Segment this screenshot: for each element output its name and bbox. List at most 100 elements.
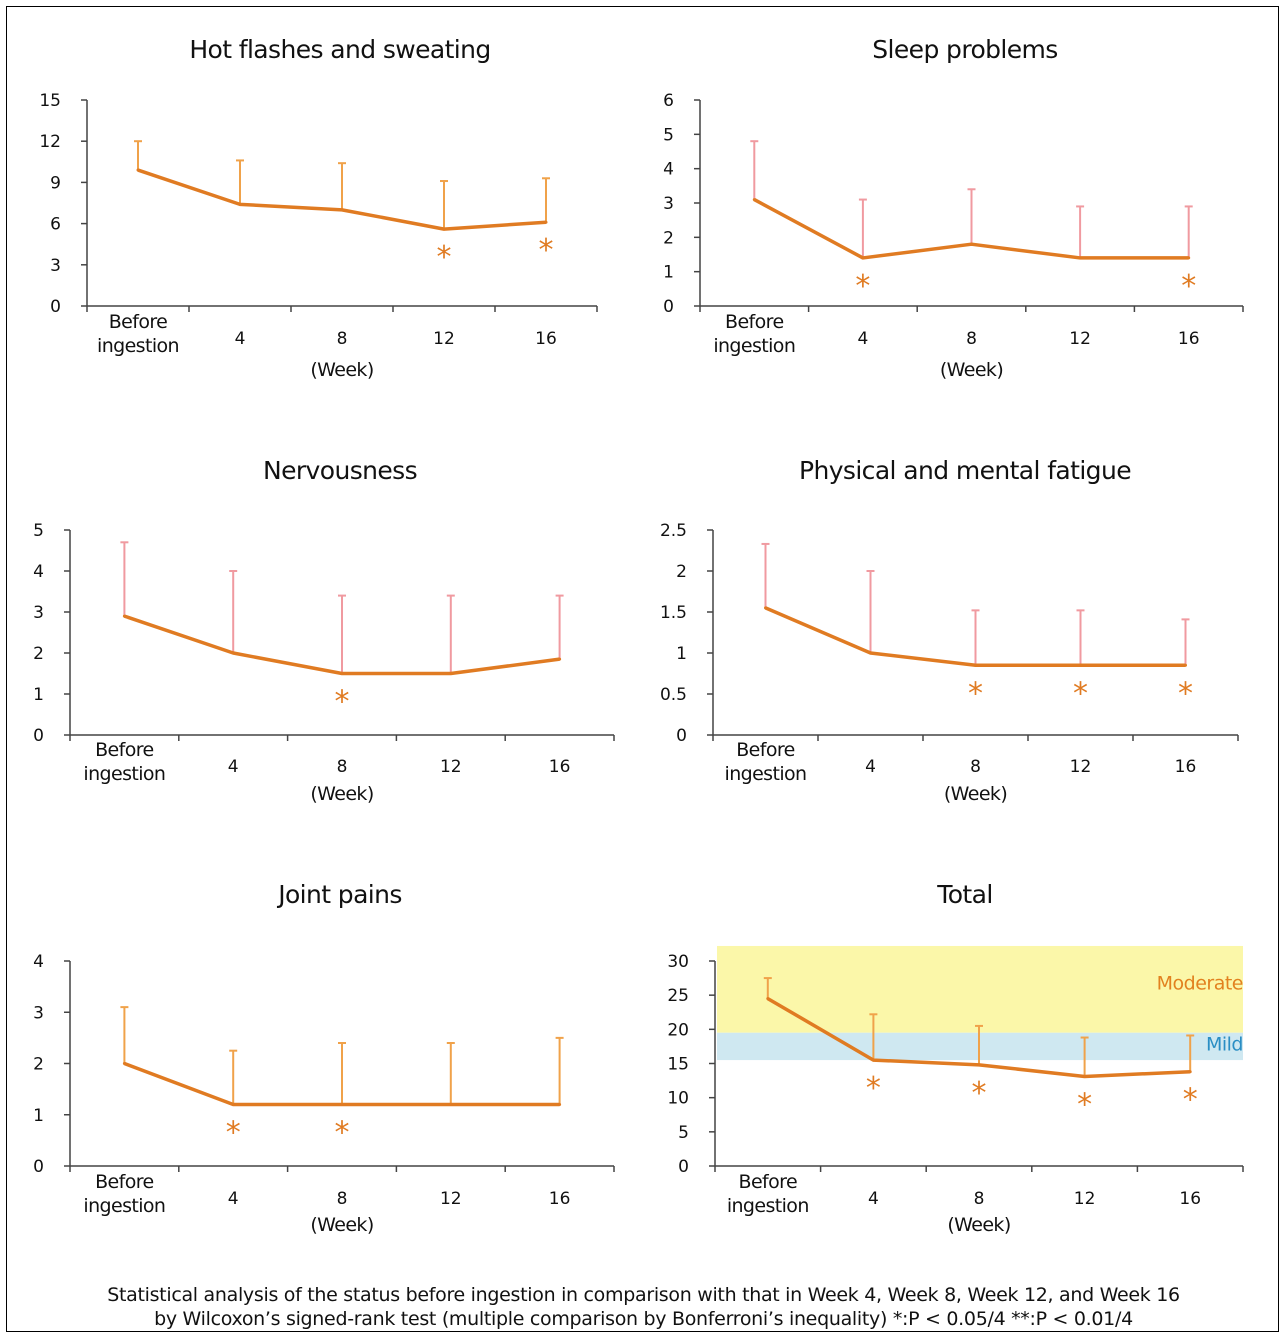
data-point bbox=[558, 657, 562, 661]
x-tick-label: Before ingestion bbox=[727, 1171, 809, 1217]
data-point bbox=[442, 227, 446, 231]
chart-panel-1: Hot flashes and sweating 0 3 6 9 12 15 Before in… bbox=[39, 35, 598, 381]
x-axis-label: (Week) bbox=[944, 783, 1007, 805]
y-tick-label: 9 bbox=[50, 173, 61, 193]
x-tick-label: 4 bbox=[228, 757, 239, 777]
data-point bbox=[752, 198, 756, 202]
x-tick-label: 16 bbox=[549, 757, 571, 777]
y-tick-label: 0 bbox=[33, 726, 44, 746]
y-tick-label: 4 bbox=[33, 562, 44, 582]
data-point bbox=[1079, 663, 1082, 667]
x-tick-label: 12 bbox=[1070, 757, 1092, 777]
footnote-line-2: by Wilcoxon’s signed-rank test (multiple… bbox=[154, 1308, 1133, 1330]
y-tick-label: 0 bbox=[50, 297, 61, 317]
data-point bbox=[340, 208, 344, 212]
significance-marker: * bbox=[335, 685, 350, 720]
data-point bbox=[231, 1103, 235, 1106]
y-tick-label: 1 bbox=[676, 644, 687, 664]
y-tick-label: 30 bbox=[667, 952, 689, 972]
x-tick-label: Before ingestion bbox=[83, 739, 165, 785]
data-point bbox=[1078, 256, 1082, 260]
x-tick-label: 16 bbox=[1179, 1189, 1201, 1209]
data-point bbox=[238, 202, 242, 206]
y-tick-label: 3 bbox=[50, 256, 61, 276]
significance-marker: * bbox=[437, 240, 452, 275]
y-tick-label: 6 bbox=[663, 91, 674, 111]
footnote-line-1: Statistical analysis of the status befor… bbox=[107, 1284, 1180, 1306]
chart-title: Physical and mental fatigue bbox=[799, 456, 1131, 485]
chart-panel-6: Moderate Mild Total 0 5 10 15 20 25 30 Before inges… bbox=[667, 880, 1244, 1236]
data-point bbox=[231, 651, 235, 655]
x-tick-label: 4 bbox=[228, 1189, 239, 1209]
y-tick-label: 3 bbox=[663, 194, 674, 214]
x-tick-label: 8 bbox=[337, 1189, 348, 1209]
significance-marker: * bbox=[1178, 676, 1193, 711]
band-label-moderate: Moderate bbox=[1157, 972, 1243, 994]
x-tick-label: 16 bbox=[535, 329, 557, 349]
x-axis-label: (Week) bbox=[310, 359, 373, 381]
data-point bbox=[1188, 1070, 1192, 1074]
y-tick-label: 5 bbox=[33, 521, 44, 541]
data-point bbox=[449, 1103, 453, 1106]
significance-marker: * bbox=[972, 1076, 987, 1111]
y-tick-label: 0 bbox=[678, 1157, 689, 1177]
x-tick-label: 12 bbox=[440, 757, 462, 777]
y-tick-label: 0 bbox=[663, 297, 674, 317]
chart-title: Total bbox=[936, 880, 992, 909]
x-tick-label: 16 bbox=[1175, 757, 1197, 777]
y-tick-label: 1 bbox=[33, 685, 44, 705]
y-tick-label: 1 bbox=[663, 263, 674, 283]
y-tick-label: 2 bbox=[33, 1055, 44, 1075]
y-tick-label: 15 bbox=[667, 1055, 689, 1075]
data-point bbox=[340, 672, 344, 675]
data-point bbox=[861, 256, 865, 260]
x-tick-label: 12 bbox=[1074, 1189, 1096, 1209]
x-tick-label: Before ingestion bbox=[83, 1171, 165, 1217]
significance-marker: * bbox=[1183, 1083, 1198, 1118]
x-tick-label: 4 bbox=[235, 329, 246, 349]
y-tick-label: 2 bbox=[33, 644, 44, 664]
significance-marker: * bbox=[968, 676, 983, 711]
data-point bbox=[1187, 256, 1191, 260]
chart-title: Nervousness bbox=[263, 456, 417, 485]
y-tick-label: 0 bbox=[33, 1157, 44, 1177]
data-point bbox=[974, 663, 977, 667]
y-tick-label: 2.5 bbox=[660, 521, 687, 541]
y-tick-label: 6 bbox=[50, 215, 61, 235]
y-tick-label: 3 bbox=[33, 603, 44, 623]
x-tick-label: 8 bbox=[337, 329, 348, 349]
significance-marker: * bbox=[1181, 269, 1196, 304]
significance-marker: * bbox=[335, 1116, 350, 1151]
x-tick-label: 8 bbox=[974, 1189, 985, 1209]
data-point bbox=[122, 614, 126, 618]
chart-title: Hot flashes and sweating bbox=[189, 35, 490, 64]
x-tick-label: 4 bbox=[868, 1189, 879, 1209]
data-point bbox=[970, 242, 973, 246]
y-tick-label: 4 bbox=[663, 160, 674, 180]
y-tick-label: 2 bbox=[663, 228, 674, 248]
x-axis-label: (Week) bbox=[310, 783, 373, 805]
x-tick-label: Before ingestion bbox=[97, 311, 179, 357]
x-tick-label: Before ingestion bbox=[713, 311, 795, 357]
chart-title: Joint pains bbox=[276, 880, 402, 909]
data-point bbox=[544, 220, 548, 224]
y-tick-label: 25 bbox=[667, 986, 689, 1006]
data-point bbox=[136, 168, 140, 172]
data-point bbox=[1184, 663, 1187, 667]
data-point bbox=[764, 606, 767, 610]
x-tick-label: 8 bbox=[337, 757, 348, 777]
y-tick-label: 10 bbox=[667, 1089, 689, 1109]
y-tick-label: 5 bbox=[663, 125, 674, 145]
data-point bbox=[449, 672, 453, 675]
significance-marker: * bbox=[855, 269, 870, 304]
significance-marker: * bbox=[539, 233, 554, 268]
significance-marker: * bbox=[1073, 676, 1088, 711]
y-tick-label: 1 bbox=[33, 1106, 44, 1126]
x-axis-label: (Week) bbox=[310, 1214, 373, 1236]
significance-marker: * bbox=[1077, 1087, 1092, 1122]
x-tick-label: 8 bbox=[970, 757, 981, 777]
x-tick-label: 16 bbox=[1178, 329, 1200, 349]
y-tick-label: 15 bbox=[39, 91, 61, 111]
